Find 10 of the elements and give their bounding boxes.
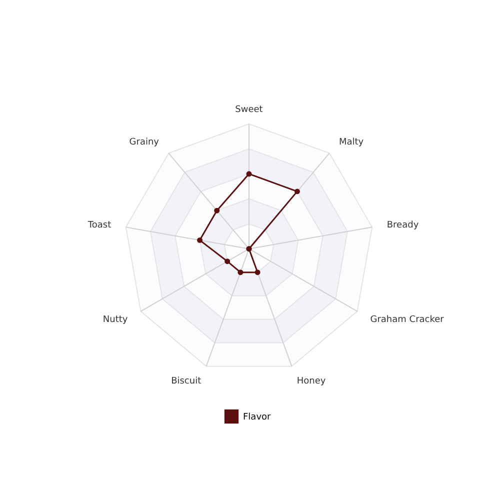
spoke-label: Graham Cracker — [370, 314, 444, 325]
spoke-label: Sweet — [235, 104, 264, 115]
spoke-label: Biscuit — [171, 376, 202, 386]
spoke-label: Bready — [386, 220, 420, 231]
spoke-label: Honey — [296, 376, 326, 386]
spoke-label: Nutty — [102, 314, 128, 325]
spoke-label: Toast — [86, 220, 112, 231]
spoke-label: Grainy — [129, 138, 160, 148]
legend-label: Flavor — [243, 412, 272, 422]
spoke-label: Malty — [338, 138, 364, 148]
